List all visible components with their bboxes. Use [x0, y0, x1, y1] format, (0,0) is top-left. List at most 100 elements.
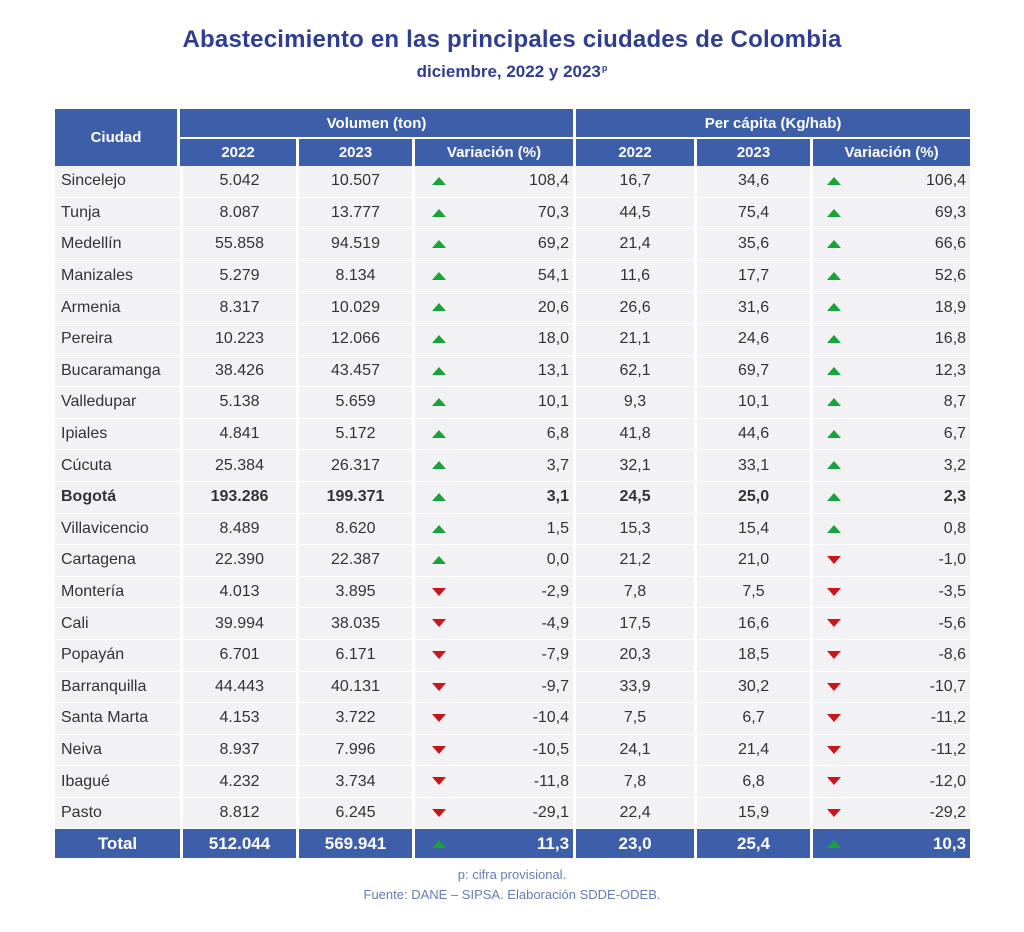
- volume-2022-cell: 8.317: [180, 292, 296, 324]
- volume-arrow-cell: [412, 166, 462, 198]
- percapita-arrow-cell: [810, 260, 855, 293]
- arrow-down-icon: [826, 619, 841, 628]
- percapita-arrow-cell: [810, 639, 855, 672]
- arrow-up-icon: [431, 461, 446, 470]
- percapita-variation-cell: -29,2: [854, 797, 971, 830]
- header-volume-2022: 2022: [180, 139, 296, 166]
- arrow-down-icon: [431, 650, 446, 659]
- footnote-source: Fuente: DANE – SIPSA. Elaboración SDDE-O…: [363, 887, 661, 902]
- total-row: Total 512.044 569.941 11,3 23,0 25,4 10,…: [55, 829, 971, 860]
- volume-arrow-cell: [412, 513, 462, 546]
- header-city: Ciudad: [55, 109, 180, 166]
- percapita-2023-cell: 75,4: [694, 197, 811, 230]
- city-cell: Ipiales: [55, 418, 180, 451]
- arrow-up-icon: [431, 840, 446, 849]
- volume-2022-cell: 25.384: [180, 450, 296, 482]
- percapita-2022-cell: 41,8: [573, 418, 695, 451]
- header-percapita-group: Per cápita (Kg/hab): [573, 109, 971, 139]
- supply-table: Ciudad Volumen (ton) Per cápita (Kg/hab)…: [55, 109, 971, 860]
- volume-variation-cell: 3,1: [462, 481, 574, 514]
- percapita-2023-cell: 33,1: [694, 450, 811, 482]
- volume-variation-cell: 10,1: [462, 387, 574, 419]
- arrow-down-icon: [826, 714, 841, 723]
- arrow-down-icon: [431, 682, 446, 691]
- total-volume-variation: 11,3: [462, 829, 574, 860]
- subtitle-text: diciembre, 2022 y 2023: [416, 62, 601, 81]
- volume-2023-cell: 8.134: [296, 260, 412, 293]
- percapita-2022-cell: 11,6: [573, 260, 695, 293]
- percapita-2022-cell: 33,9: [573, 671, 695, 704]
- volume-2023-cell: 26.317: [296, 450, 412, 482]
- percapita-arrow-cell: [810, 671, 855, 704]
- city-cell: Pasto: [55, 797, 180, 830]
- percapita-variation-cell: 106,4: [854, 166, 971, 198]
- volume-arrow-cell: [412, 481, 462, 514]
- percapita-2022-cell: 20,3: [573, 639, 695, 672]
- table-row: Ibagué 4.232 3.734 -11,8 7,8 6,8 -12,0: [55, 766, 971, 798]
- volume-2022-cell: 193.286: [180, 481, 296, 514]
- arrow-up-icon: [431, 366, 446, 375]
- volume-2022-cell: 4.232: [180, 766, 296, 798]
- arrow-up-icon: [826, 524, 841, 533]
- volume-2023-cell: 22.387: [296, 545, 412, 577]
- percapita-2023-cell: 15,9: [694, 797, 811, 830]
- arrow-down-icon: [431, 745, 446, 754]
- volume-variation-cell: -10,4: [462, 703, 574, 735]
- city-cell: Ibagué: [55, 766, 180, 798]
- city-cell: Cali: [55, 608, 180, 640]
- arrow-up-icon: [826, 335, 841, 344]
- percapita-variation-cell: -11,2: [854, 734, 971, 767]
- percapita-variation-cell: -5,6: [854, 608, 971, 640]
- volume-arrow-cell: [412, 545, 462, 577]
- volume-2022-cell: 10.223: [180, 323, 296, 356]
- table-row: Bucaramanga 38.426 43.457 13,1 62,1 69,7 12,3: [55, 355, 971, 388]
- volume-arrow-cell: [412, 639, 462, 672]
- volume-arrow-cell: [412, 355, 462, 388]
- volume-2023-cell: 6.245: [296, 797, 412, 830]
- percapita-2023-cell: 30,2: [694, 671, 811, 704]
- percapita-2023-cell: 10,1: [694, 387, 811, 419]
- arrow-up-icon: [431, 177, 446, 186]
- percapita-arrow-cell: [810, 513, 855, 546]
- arrow-up-icon: [826, 177, 841, 186]
- volume-2022-cell: 8.937: [180, 734, 296, 767]
- arrow-up-icon: [826, 398, 841, 407]
- volume-2023-cell: 3.895: [296, 576, 412, 609]
- volume-2023-cell: 199.371: [296, 481, 412, 514]
- arrow-down-icon: [826, 650, 841, 659]
- percapita-2022-cell: 24,1: [573, 734, 695, 767]
- city-cell: Tunja: [55, 197, 180, 230]
- arrow-up-icon: [431, 208, 446, 217]
- table-row: Popayán 6.701 6.171 -7,9 20,3 18,5 -8,6: [55, 639, 971, 672]
- percapita-2023-cell: 17,7: [694, 260, 811, 293]
- arrow-up-icon: [826, 208, 841, 217]
- percapita-2023-cell: 31,6: [694, 292, 811, 324]
- volume-variation-cell: 108,4: [462, 166, 574, 198]
- volume-arrow-cell: [412, 387, 462, 419]
- volume-arrow-cell: [412, 671, 462, 704]
- city-cell: Pereira: [55, 323, 180, 356]
- arrow-up-icon: [431, 240, 446, 249]
- percapita-2023-cell: 35,6: [694, 229, 811, 261]
- percapita-2023-cell: 21,0: [694, 545, 811, 577]
- table-row: Villavicencio 8.489 8.620 1,5 15,3 15,4 0,8: [55, 513, 971, 546]
- arrow-down-icon: [431, 714, 446, 723]
- arrow-up-icon: [431, 556, 446, 565]
- volume-variation-cell: 0,0: [462, 545, 574, 577]
- percapita-2023-cell: 6,8: [694, 766, 811, 798]
- arrow-up-icon: [826, 840, 841, 849]
- table-row: Tunja 8.087 13.777 70,3 44,5 75,4 69,3: [55, 197, 971, 230]
- arrow-up-icon: [826, 271, 841, 280]
- percapita-2022-cell: 21,2: [573, 545, 695, 577]
- percapita-arrow-cell: [810, 450, 855, 482]
- city-cell: Neiva: [55, 734, 180, 767]
- volume-variation-cell: -4,9: [462, 608, 574, 640]
- city-cell: Montería: [55, 576, 180, 609]
- percapita-variation-cell: -8,6: [854, 639, 971, 672]
- percapita-2022-cell: 7,8: [573, 576, 695, 609]
- volume-2023-cell: 3.722: [296, 703, 412, 735]
- volume-2023-cell: 7.996: [296, 734, 412, 767]
- city-cell: Cartagena: [55, 545, 180, 577]
- volume-2022-cell: 5.279: [180, 260, 296, 293]
- percapita-2022-cell: 22,4: [573, 797, 695, 830]
